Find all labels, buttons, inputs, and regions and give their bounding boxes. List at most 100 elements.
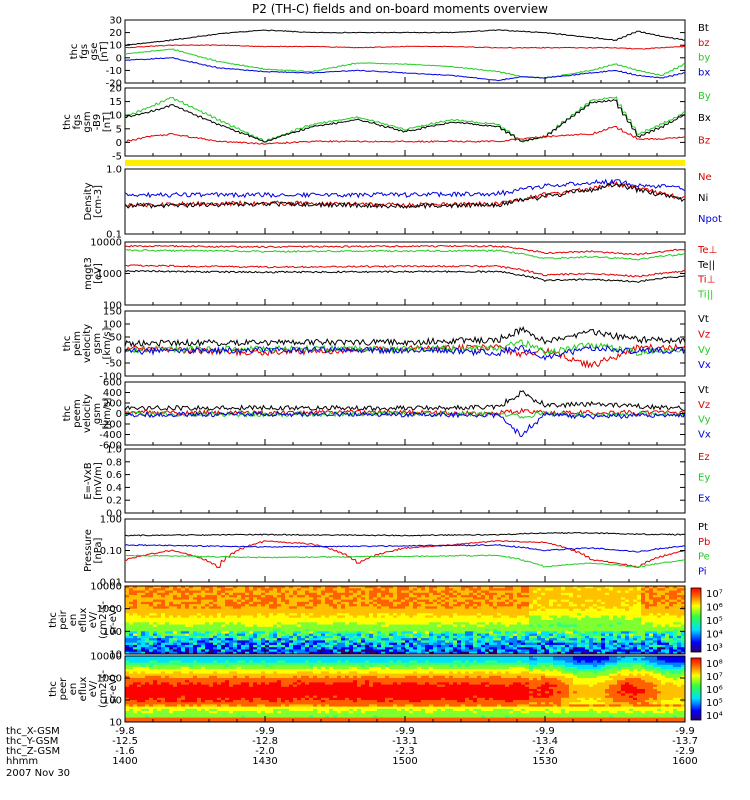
heatmap-cell: [201, 610, 206, 614]
heatmap-cell: [353, 597, 358, 600]
heatmap-cell: [321, 590, 326, 594]
heatmap-cell: [549, 592, 554, 596]
heatmap-cell: [441, 586, 446, 589]
heatmap-cell: [597, 649, 602, 653]
heatmap-cell: [345, 595, 350, 598]
heatmap-cell: [281, 615, 286, 619]
heatmap-cell: [645, 644, 650, 648]
heatmap-cell: [129, 622, 134, 625]
heatmap-cell: [629, 606, 634, 610]
heatmap-cell: [429, 599, 434, 603]
heatmap-cell: [273, 638, 278, 641]
heatmap-cell: [425, 613, 430, 616]
heatmap-cell: [489, 586, 494, 589]
heatmap-cell: [633, 588, 638, 591]
heatmap-cell: [393, 656, 398, 659]
heatmap-cell: [661, 649, 666, 653]
heatmap-cell: [389, 658, 394, 661]
heatmap-cell: [289, 615, 294, 619]
heatmap-cell: [257, 642, 262, 646]
heatmap-cell: [333, 608, 338, 612]
heatmap-cell: [565, 633, 570, 637]
heatmap-cell: [349, 633, 354, 637]
heatmap-cell: [201, 629, 206, 632]
heatmap-cell: [573, 624, 578, 628]
heatmap-cell: [269, 606, 274, 610]
heatmap-cell: [485, 658, 490, 661]
heatmap-cell: [541, 649, 546, 653]
heatmap-cell: [181, 638, 186, 641]
heatmap-cell: [481, 615, 486, 619]
heatmap-cell: [333, 638, 338, 641]
heatmap-cell: [465, 601, 470, 605]
heatmap-cell: [641, 656, 646, 659]
heatmap-cell: [369, 590, 374, 594]
heatmap-cell: [365, 638, 370, 641]
heatmap-cell: [149, 601, 154, 605]
heatmap-cell: [445, 635, 450, 639]
heatmap-cell: [173, 651, 178, 655]
heatmap-cell: [333, 613, 338, 616]
heatmap-cell: [217, 624, 222, 628]
heatmap-cell: [185, 631, 190, 634]
heatmap-cell: [549, 604, 554, 607]
heatmap-cell: [553, 615, 558, 619]
heatmap-cell: [397, 620, 402, 623]
heatmap-cell: [309, 631, 314, 634]
heatmap-cell: [225, 644, 230, 648]
heatmap-cell: [293, 601, 298, 605]
heatmap-cell: [385, 660, 390, 663]
heatmap-cell: [229, 660, 234, 663]
heatmap-cell: [461, 604, 466, 607]
heatmap-cell: [349, 644, 354, 648]
heatmap-cell: [645, 620, 650, 623]
heatmap-cell: [533, 633, 538, 637]
heatmap-cell: [325, 586, 330, 589]
heatmap-cell: [485, 620, 490, 623]
heatmap-cell: [165, 658, 170, 661]
heatmap-cell: [617, 638, 622, 641]
heatmap-cell: [541, 610, 546, 614]
heatmap-cell: [189, 586, 194, 589]
heatmap-cell: [173, 635, 178, 639]
heatmap-cell: [397, 624, 402, 628]
heatmap-cell: [273, 626, 278, 630]
heatmap-cell: [453, 604, 458, 607]
heatmap-cell: [493, 588, 498, 591]
heatmap-cell: [297, 642, 302, 646]
heatmap-cell: [497, 644, 502, 648]
heatmap-cell: [141, 649, 146, 653]
heatmap-cell: [561, 642, 566, 646]
heatmap-cell: [229, 588, 234, 591]
heatmap-cell: [453, 606, 458, 610]
legend-entry: Ne: [698, 172, 712, 183]
heatmap-cell: [241, 599, 246, 603]
heatmap-cell: [649, 606, 654, 610]
heatmap-cell: [317, 626, 322, 630]
heatmap-cell: [381, 595, 386, 598]
heatmap-cell: [633, 590, 638, 594]
heatmap-cell: [457, 592, 462, 596]
heatmap-cell: [393, 631, 398, 634]
heatmap-cell: [245, 647, 250, 650]
heatmap-cell: [273, 590, 278, 594]
heatmap-cell: [305, 626, 310, 630]
heatmap-cell: [221, 658, 226, 661]
heatmap-cell: [513, 595, 518, 598]
heatmap-cell: [445, 601, 450, 605]
heatmap-cell: [165, 640, 170, 644]
heatmap-cell: [145, 599, 150, 603]
heatmap-cell: [597, 620, 602, 623]
heatmap-cell: [397, 610, 402, 614]
heatmap-cell: [161, 624, 166, 628]
heatmap-cell: [593, 592, 598, 596]
heatmap-cell: [297, 595, 302, 598]
heatmap-cell: [493, 642, 498, 646]
heatmap-cell: [609, 638, 614, 641]
heatmap-cell: [213, 606, 218, 610]
heatmap-cell: [149, 644, 154, 648]
heatmap-cell: [345, 649, 350, 653]
heatmap-cell: [393, 597, 398, 600]
heatmap-cell: [393, 638, 398, 641]
heatmap-cell: [613, 651, 618, 655]
